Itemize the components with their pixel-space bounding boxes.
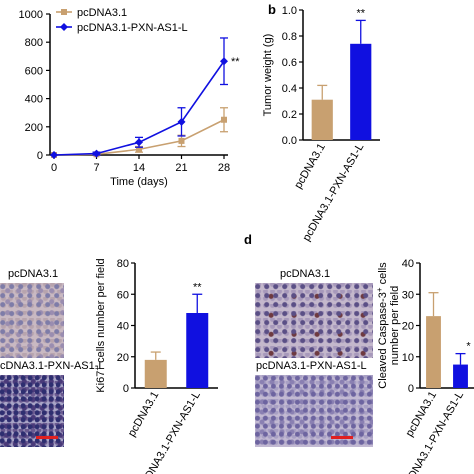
panel-d-bar-chart: 010203040pcDNA3.1pcDNA3.1-PXN-AS1-L*Clea… [375,258,474,474]
legend-label: pcDNA3.1 [77,7,127,19]
axis-title-c-y: Ki67+ cells number per field [93,258,107,392]
bar-0 [426,316,441,388]
legend-label: pcDNA3.1-PXN-AS1-L [77,22,188,34]
tick-label-y: 20 [117,352,129,364]
data-point [50,151,58,159]
axis-title-a-x: Time (days) [110,176,168,188]
tick-label-a-y: 200 [25,122,43,134]
tick-label-a-y: 1000 [19,9,43,21]
significance: ** [193,281,202,293]
bar-0 [144,359,167,388]
tick-label-y: 0.4 [282,83,297,95]
tick-label-y: 0.2 [282,109,297,121]
panel-letter-b: b [268,2,276,17]
data-point [135,138,143,147]
significance: * [466,341,471,353]
panel-c-bar-chart: 020406080pcDNA3.1pcDNA3.1-PXN-AS1-L**Ki6… [93,258,218,474]
tick-label-a-y: 600 [25,65,43,77]
tick-label-a-y: 800 [25,37,43,49]
bar-0 [311,99,333,140]
tick-label-y: 0.0 [282,135,297,147]
tick-label-y: 1.0 [282,5,297,17]
data-point [177,117,186,126]
tick-label-a-y: 0 [37,150,43,162]
tick-label-a-x: 28 [218,162,230,174]
data-point [178,137,185,144]
axis-title-b-y: Tumor weight (g) [262,34,274,117]
tick-label-y: 0 [408,383,414,395]
panel-letter-d: d [244,232,252,247]
micrograph-c-bottom-label: cDNA3.1-PXN-AS1-L [0,360,105,372]
data-point [136,146,142,153]
tick-label-y: 40 [117,321,129,333]
data-point [221,116,227,123]
legend-marker [61,9,67,15]
panel-a-line-chart: 0 200 400 600 800 1000 0 7 14 21 28 Time (days) ** pc… [19,7,241,188]
micrograph-c-pxn [0,375,64,447]
tick-label-y: 0 [123,383,129,395]
bar-1 [453,364,468,388]
micrograph-d-top-label: pcDNA3.1 [280,268,331,280]
panel-b-bar-chart: 0.00.20.40.60.81.0pcDNA3.1pcDNA3.1-PXN-A… [262,5,380,243]
tick-label-y: 40 [402,258,414,270]
significance-a: ** [231,56,240,68]
tick-label-y: 60 [117,289,129,301]
bar-1 [350,43,372,140]
category-label: pcDNA3.1 [292,142,327,191]
micrograph-d-bottom-label: pcDNA3.1-PXN-AS1-L [256,360,367,372]
micrograph-c-control [0,283,64,358]
tick-label-a-x: 7 [93,162,99,174]
axis-title-d-y-line1: Cleaved Caspase-3+ cells [375,262,389,389]
tick-label-a-x: 0 [51,162,57,174]
bar-1 [186,313,209,388]
tick-label-y: 10 [402,352,414,364]
tick-label-y: 20 [402,321,414,333]
significance: ** [356,7,365,19]
tick-label-a-x: 21 [175,162,187,174]
category-label: pcDNA3.1 [126,390,161,439]
micrograph-c-top-label: pcDNA3.1 [8,268,59,280]
data-point [220,57,228,66]
tick-label-a-x: 14 [133,162,145,174]
micrograph-d-control [255,283,373,358]
data-point [92,149,101,158]
legend-marker [60,23,68,31]
tick-label-y: 0.8 [282,31,297,43]
tick-label-a-y: 400 [25,94,43,106]
micrograph-d-pxn [255,375,373,447]
tick-label-y: 80 [117,258,129,270]
scale-bar-d [331,436,353,439]
axis-title-d-y-line2: number per field [389,286,401,366]
scale-bar-c [36,436,58,439]
tick-label-y: 30 [402,289,414,301]
tick-label-y: 0.6 [282,57,297,69]
